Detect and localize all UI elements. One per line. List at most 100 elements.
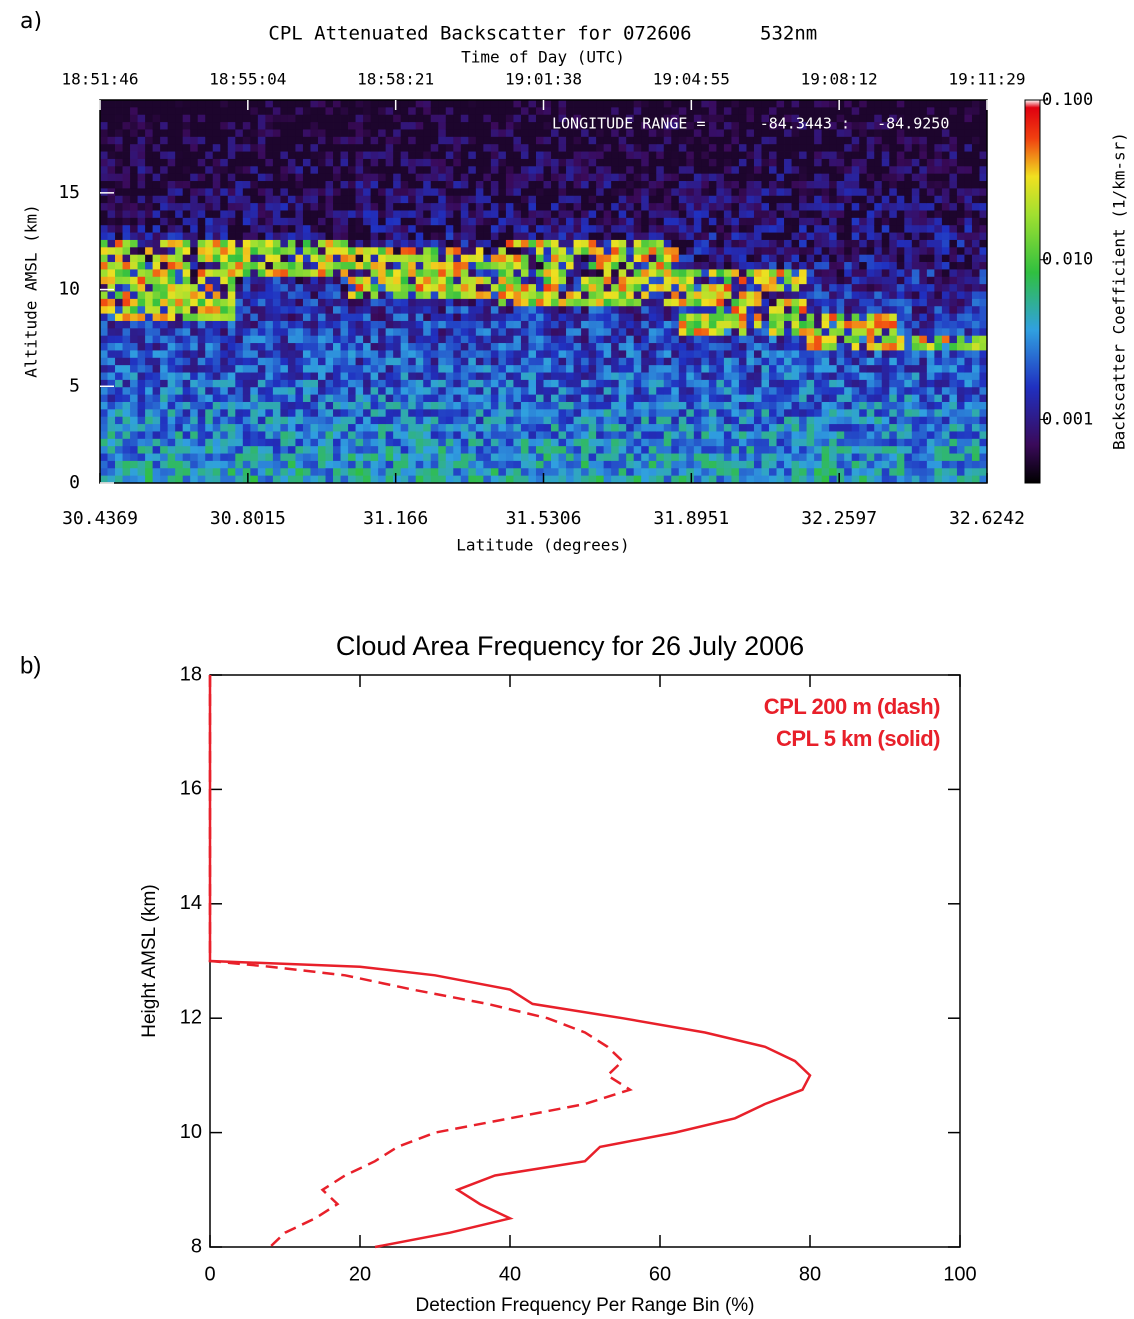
backscatter-cell xyxy=(431,461,439,469)
backscatter-cell xyxy=(746,196,754,204)
backscatter-cell xyxy=(295,402,303,410)
backscatter-cell xyxy=(784,314,792,322)
backscatter-cell xyxy=(814,387,822,395)
backscatter-cell xyxy=(363,380,371,388)
backscatter-cell xyxy=(596,137,604,145)
backscatter-cell xyxy=(701,468,709,476)
backscatter-cell xyxy=(656,159,664,167)
backscatter-cell xyxy=(566,328,574,336)
backscatter-cell xyxy=(371,439,379,447)
backscatter-cell xyxy=(686,137,694,145)
backscatter-cell xyxy=(100,129,108,137)
backscatter-cell xyxy=(100,277,108,285)
backscatter-cell xyxy=(273,129,281,137)
backscatter-cell xyxy=(250,107,258,115)
backscatter-cell xyxy=(761,269,769,277)
backscatter-cell xyxy=(589,402,597,410)
backscatter-cell xyxy=(393,454,401,462)
backscatter-cell xyxy=(288,269,296,277)
backscatter-cell xyxy=(130,196,138,204)
backscatter-cell xyxy=(115,358,123,366)
backscatter-cell xyxy=(814,137,822,145)
backscatter-cell xyxy=(220,174,228,182)
backscatter-cell xyxy=(709,476,717,484)
backscatter-cell xyxy=(649,292,657,300)
backscatter-cell xyxy=(761,203,769,211)
backscatter-cell xyxy=(611,240,619,248)
backscatter-cell xyxy=(634,292,642,300)
backscatter-cell xyxy=(521,284,529,292)
backscatter-cell xyxy=(626,166,634,174)
backscatter-cell xyxy=(679,166,687,174)
backscatter-cell xyxy=(160,365,168,373)
backscatter-cell xyxy=(792,100,800,108)
backscatter-cell xyxy=(205,328,213,336)
backscatter-cell xyxy=(333,387,341,395)
backscatter-cell xyxy=(461,439,469,447)
backscatter-cell xyxy=(190,358,198,366)
backscatter-cell xyxy=(476,152,484,160)
backscatter-cell xyxy=(513,188,521,196)
backscatter-cell xyxy=(220,461,228,469)
backscatter-cell xyxy=(746,476,754,484)
backscatter-cell xyxy=(438,292,446,300)
backscatter-cell xyxy=(513,181,521,189)
backscatter-cell xyxy=(491,255,499,263)
backscatter-cell xyxy=(100,328,108,336)
backscatter-cell xyxy=(656,100,664,108)
backscatter-cell xyxy=(724,144,732,152)
backscatter-cell xyxy=(408,225,416,233)
backscatter-cell xyxy=(611,328,619,336)
backscatter-cell xyxy=(619,299,627,307)
backscatter-cell xyxy=(686,262,694,270)
backscatter-cell xyxy=(739,292,747,300)
backscatter-cell xyxy=(671,461,679,469)
backscatter-cell xyxy=(551,166,559,174)
backscatter-cell xyxy=(228,468,236,476)
backscatter-cell xyxy=(145,454,153,462)
backscatter-cell xyxy=(506,314,514,322)
backscatter-cell xyxy=(619,225,627,233)
backscatter-cell xyxy=(566,262,574,270)
backscatter-cell xyxy=(235,306,243,314)
backscatter-cell xyxy=(476,166,484,174)
backscatter-cell xyxy=(468,321,476,329)
backscatter-cell xyxy=(228,409,236,417)
backscatter-cell xyxy=(528,210,536,218)
backscatter-cell xyxy=(483,328,491,336)
backscatter-cell xyxy=(589,174,597,182)
backscatter-cell xyxy=(544,255,552,263)
backscatter-cell xyxy=(604,159,612,167)
backscatter-cell xyxy=(574,269,582,277)
backscatter-cell xyxy=(784,255,792,263)
backscatter-cell xyxy=(513,115,521,123)
backscatter-cell xyxy=(446,166,454,174)
backscatter-cell xyxy=(273,446,281,454)
backscatter-cell xyxy=(393,336,401,344)
backscatter-cell xyxy=(724,284,732,292)
backscatter-cell xyxy=(483,409,491,417)
backscatter-cell xyxy=(138,107,146,115)
backscatter-cell xyxy=(649,431,657,439)
backscatter-cell xyxy=(739,144,747,152)
backscatter-cell xyxy=(656,284,664,292)
backscatter-cell xyxy=(491,387,499,395)
backscatter-cell xyxy=(333,210,341,218)
backscatter-cell xyxy=(258,292,266,300)
backscatter-cell xyxy=(228,446,236,454)
backscatter-cell xyxy=(589,262,597,270)
backscatter-cell xyxy=(100,196,108,204)
backscatter-cell xyxy=(626,328,634,336)
backscatter-cell xyxy=(228,240,236,248)
backscatter-cell xyxy=(153,269,161,277)
backscatter-cell xyxy=(792,417,800,425)
backscatter-cell xyxy=(401,174,409,182)
backscatter-cell xyxy=(265,454,273,462)
backscatter-cell xyxy=(476,395,484,403)
backscatter-cell xyxy=(423,476,431,484)
backscatter-cell xyxy=(589,181,597,189)
backscatter-cell xyxy=(145,100,153,108)
backscatter-cell xyxy=(378,247,386,255)
backscatter-cell xyxy=(634,144,642,152)
backscatter-cell xyxy=(589,387,597,395)
